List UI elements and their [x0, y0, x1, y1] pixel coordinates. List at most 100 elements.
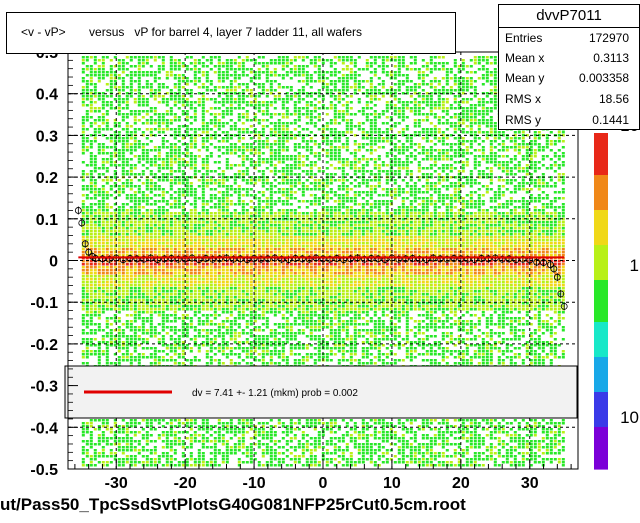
heatmap-cell: [189, 107, 193, 110]
heatmap-cell: [209, 356, 213, 359]
heatmap-cell: [261, 272, 265, 275]
heatmap-cell: [273, 185, 277, 188]
heatmap-cell: [261, 299, 265, 302]
heatmap-cell: [249, 320, 253, 323]
heatmap-cell: [177, 77, 181, 80]
heatmap-cell: [157, 245, 161, 248]
heatmap-cell: [229, 314, 233, 317]
heatmap-cell: [269, 359, 273, 362]
heatmap-cell: [269, 431, 273, 434]
heatmap-cell: [233, 428, 237, 431]
heatmap-cell: [245, 455, 249, 458]
heatmap-cell: [157, 254, 161, 257]
heatmap-cell: [113, 362, 117, 365]
heatmap-cell: [221, 209, 225, 212]
heatmap-cell: [237, 230, 241, 233]
heatmap-cell: [193, 200, 197, 203]
heatmap-cell: [233, 215, 237, 218]
heatmap-cell: [189, 185, 193, 188]
heatmap-cell: [249, 422, 253, 425]
heatmap-cell: [229, 185, 233, 188]
heatmap-cell: [237, 278, 241, 281]
heatmap-cell: [201, 140, 205, 143]
heatmap-cell: [237, 317, 241, 320]
heatmap-cell: [201, 101, 205, 104]
heatmap-cell: [181, 278, 185, 281]
heatmap-cell: [181, 329, 185, 332]
heatmap-cell: [93, 287, 97, 290]
heatmap-cell: [205, 350, 209, 353]
heatmap-cell: [261, 209, 265, 212]
heatmap-cell: [157, 308, 161, 311]
heatmap-cell: [221, 347, 225, 350]
heatmap-cell: [229, 437, 233, 440]
heatmap-cell: [125, 443, 129, 446]
heatmap-cell: [249, 230, 253, 233]
heatmap-cell: [157, 164, 161, 167]
heatmap-cell: [145, 188, 149, 191]
heatmap-cell: [269, 233, 273, 236]
heatmap-cell: [221, 86, 225, 89]
heatmap-cell: [265, 104, 269, 107]
heatmap-cell: [93, 128, 97, 131]
heatmap-cell: [133, 308, 137, 311]
heatmap-cell: [165, 293, 169, 296]
heatmap-cell: [141, 200, 145, 203]
heatmap-cell: [173, 329, 177, 332]
heatmap-cell: [273, 239, 277, 242]
heatmap-cell: [157, 350, 161, 353]
heatmap-cell: [149, 95, 153, 98]
heatmap-cell: [145, 239, 149, 242]
heatmap-cell: [109, 332, 113, 335]
heatmap-cell: [141, 74, 145, 77]
heatmap-cell: [85, 59, 89, 62]
heatmap-cell: [181, 308, 185, 311]
heatmap-cell: [105, 137, 109, 140]
heatmap-cell: [169, 143, 173, 146]
heatmap-cell: [189, 323, 193, 326]
heatmap-cell: [121, 98, 125, 101]
heatmap-cell: [169, 173, 173, 176]
heatmap-cell: [229, 275, 233, 278]
heatmap-cell: [145, 155, 149, 158]
heatmap-cell: [149, 191, 153, 194]
heatmap-cell: [265, 266, 269, 269]
heatmap-cell: [277, 86, 281, 89]
heatmap-cell: [153, 158, 157, 161]
heatmap-cell: [269, 89, 273, 92]
heatmap-cell: [261, 434, 265, 437]
heatmap-cell: [229, 305, 233, 308]
heatmap-cell: [141, 329, 145, 332]
heatmap-cell: [237, 347, 241, 350]
heatmap-cell: [181, 113, 185, 116]
heatmap-cell: [85, 206, 89, 209]
heatmap-cell: [141, 455, 145, 458]
heatmap-cell: [89, 140, 93, 143]
heatmap-cell: [173, 200, 177, 203]
heatmap-cell: [269, 266, 273, 269]
heatmap-cell: [149, 230, 153, 233]
heatmap-cell: [253, 314, 257, 317]
heatmap-cell: [117, 134, 121, 137]
heatmap-cell: [217, 107, 221, 110]
heatmap-cell: [161, 434, 165, 437]
heatmap-cell: [269, 254, 273, 257]
heatmap-cell: [109, 188, 113, 191]
heatmap-cell: [149, 290, 153, 293]
heatmap-cell: [177, 254, 181, 257]
heatmap-cell: [173, 197, 177, 200]
heatmap-cell: [81, 221, 85, 224]
heatmap-cell: [261, 212, 265, 215]
heatmap-cell: [121, 266, 125, 269]
heatmap-cell: [81, 251, 85, 254]
heatmap-cell: [237, 146, 241, 149]
heatmap-cell: [221, 290, 225, 293]
heatmap-cell: [141, 62, 145, 65]
heatmap-cell: [169, 128, 173, 131]
heatmap-cell: [133, 317, 137, 320]
heatmap-cell: [157, 215, 161, 218]
heatmap-cell: [261, 215, 265, 218]
heatmap-cell: [125, 425, 129, 428]
heatmap-cell: [253, 236, 257, 239]
heatmap-cell: [189, 434, 193, 437]
